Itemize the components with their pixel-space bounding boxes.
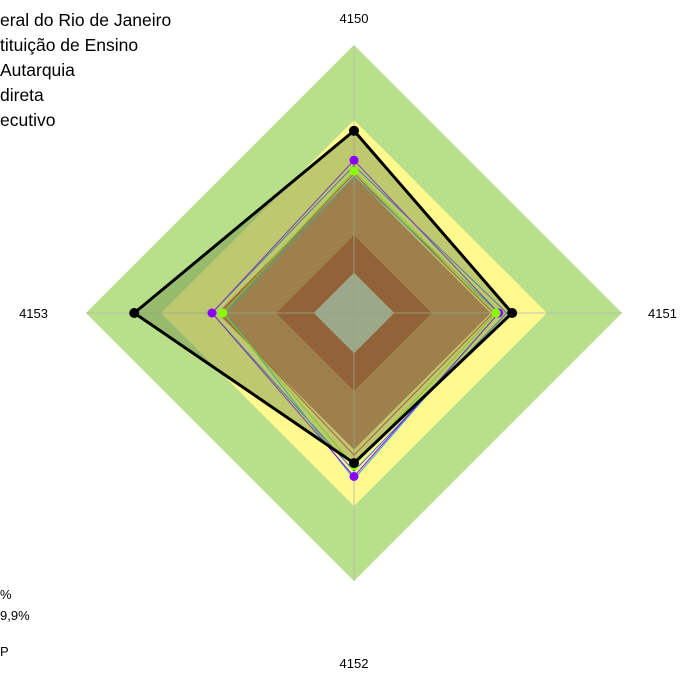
legend-line-5: ecutivo — [0, 110, 56, 130]
series-6-point-4151 — [507, 308, 518, 318]
legend-bottom-3: P — [0, 644, 9, 659]
series-4-point-4152 — [349, 471, 359, 481]
series-4-point-4153 — [207, 308, 217, 318]
legend-line-4: direta — [0, 85, 44, 105]
radar-markers — [129, 125, 518, 481]
legend-bottom-1: % — [0, 587, 12, 602]
radar-axis-labels: 4150 4151 4152 4153 — [19, 11, 677, 671]
axis-label-4153: 4153 — [19, 306, 48, 321]
legend-bottom-2: 9,9% — [0, 608, 30, 623]
series-6-point-4150 — [349, 125, 359, 136]
series-line-2 — [219, 173, 494, 456]
axis-label-4151: 4151 — [648, 306, 677, 321]
series-5-point-4150 — [349, 166, 359, 176]
series-5-point-4153 — [218, 308, 228, 318]
legend-line-1: eral do Rio de Janeiro — [0, 10, 172, 30]
series-6-point-4152 — [349, 458, 359, 469]
series-5-point-4151 — [491, 308, 501, 318]
series-6-point-4153 — [129, 308, 140, 318]
series-line-1 — [211, 165, 508, 472]
legend-line-3: Autarquia — [0, 60, 75, 80]
axis-label-4150: 4150 — [340, 11, 369, 26]
legend-line-2: tituição de Ensino — [0, 35, 139, 55]
axis-label-4152: 4152 — [340, 656, 369, 671]
series-4-point-4150 — [349, 155, 359, 165]
